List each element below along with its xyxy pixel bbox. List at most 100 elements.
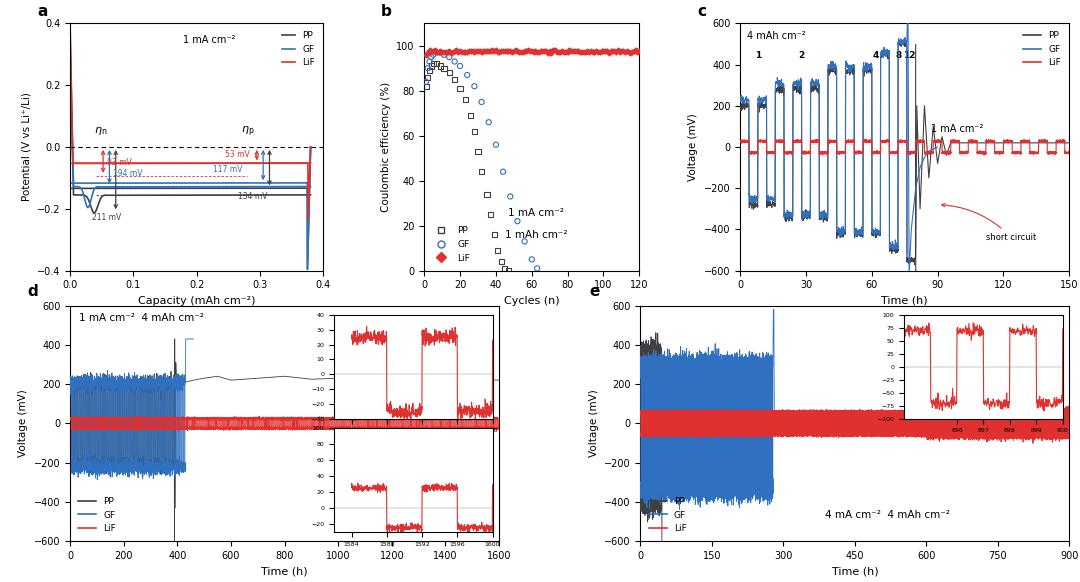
Point <box>422 52 440 62</box>
Point <box>496 264 513 273</box>
Point <box>443 48 460 57</box>
Point <box>530 47 548 56</box>
Text: 4 mA cm⁻²  4 mAh cm⁻²: 4 mA cm⁻² 4 mAh cm⁻² <box>825 510 949 520</box>
Point <box>544 46 562 55</box>
Point <box>607 47 624 56</box>
Text: b: b <box>381 4 392 19</box>
Point <box>517 47 535 56</box>
Point <box>604 47 621 56</box>
Point <box>441 47 458 56</box>
Text: 4: 4 <box>873 51 879 61</box>
Text: 1 mA cm⁻²: 1 mA cm⁻² <box>931 124 984 134</box>
Point <box>600 48 618 57</box>
Point <box>552 48 569 57</box>
Point <box>555 47 572 56</box>
Point <box>559 47 577 56</box>
Point <box>446 75 463 84</box>
Point <box>427 45 444 55</box>
Point <box>580 47 597 56</box>
Point <box>437 47 455 56</box>
Point <box>446 46 463 55</box>
Point <box>523 47 540 56</box>
Point <box>462 46 480 55</box>
Point <box>422 61 440 70</box>
Point <box>538 47 555 56</box>
Point <box>516 237 534 246</box>
Point <box>446 57 463 66</box>
Point <box>432 48 449 57</box>
Y-axis label: Coulombic efficiency (%): Coulombic efficiency (%) <box>380 82 391 212</box>
Point <box>476 47 494 56</box>
Point <box>490 47 508 56</box>
Point <box>487 45 504 55</box>
Point <box>451 47 469 56</box>
Point <box>541 46 558 55</box>
Point <box>602 47 619 56</box>
Point <box>454 47 471 56</box>
Text: 12: 12 <box>903 51 916 61</box>
Point <box>617 47 634 56</box>
Point <box>489 47 507 56</box>
Point <box>612 46 630 55</box>
Point <box>487 140 504 150</box>
Text: 211 mV: 211 mV <box>93 212 122 222</box>
Point <box>421 57 438 66</box>
Text: d: d <box>27 284 38 299</box>
Point <box>528 264 545 273</box>
Point <box>465 47 483 56</box>
Text: c: c <box>698 4 706 19</box>
Point <box>514 47 531 56</box>
Text: e: e <box>589 284 599 299</box>
Point <box>549 47 566 56</box>
Point <box>432 61 449 70</box>
Point <box>557 47 575 56</box>
Point <box>631 47 648 56</box>
Legend: PP, GF, LiF: PP, GF, LiF <box>645 494 690 537</box>
Point <box>500 46 517 55</box>
Text: a: a <box>38 4 48 19</box>
Point <box>441 68 458 77</box>
Point <box>417 81 434 91</box>
Point <box>627 45 645 55</box>
Point <box>500 266 517 275</box>
Point <box>464 47 482 56</box>
Legend: PP, GF, LiF: PP, GF, LiF <box>278 28 319 71</box>
Y-axis label: Voltage (mV): Voltage (mV) <box>589 389 598 457</box>
X-axis label: Capacity (mAh cm⁻²): Capacity (mAh cm⁻²) <box>138 296 256 306</box>
Point <box>516 46 534 55</box>
Point <box>593 47 610 56</box>
Point <box>598 47 616 56</box>
Point <box>473 97 490 107</box>
Point <box>566 46 583 55</box>
Point <box>522 47 539 56</box>
Point <box>486 230 503 239</box>
Point <box>482 47 499 56</box>
Point <box>419 73 436 82</box>
Text: 134 mV: 134 mV <box>238 192 268 201</box>
Point <box>584 47 602 56</box>
Y-axis label: Voltage (mV): Voltage (mV) <box>18 389 28 457</box>
Point <box>532 47 550 56</box>
Point <box>459 70 476 80</box>
Point <box>424 50 442 59</box>
Point <box>495 47 512 56</box>
Point <box>615 47 632 56</box>
Text: 117 mV: 117 mV <box>213 165 242 174</box>
Point <box>511 48 528 57</box>
Point <box>444 47 461 56</box>
Point <box>465 126 483 136</box>
Legend: PP, GF, LiF: PP, GF, LiF <box>75 494 120 537</box>
Point <box>554 46 571 55</box>
Text: 93 mV: 93 mV <box>107 158 132 167</box>
Point <box>460 46 477 55</box>
Point <box>623 48 640 57</box>
Point <box>573 47 591 56</box>
Point <box>565 46 582 55</box>
Point <box>475 47 492 56</box>
X-axis label: Time (h): Time (h) <box>832 566 878 577</box>
Point <box>505 47 523 56</box>
Point <box>618 46 635 55</box>
Point <box>481 118 498 127</box>
Point <box>525 47 542 56</box>
Point <box>468 47 485 56</box>
